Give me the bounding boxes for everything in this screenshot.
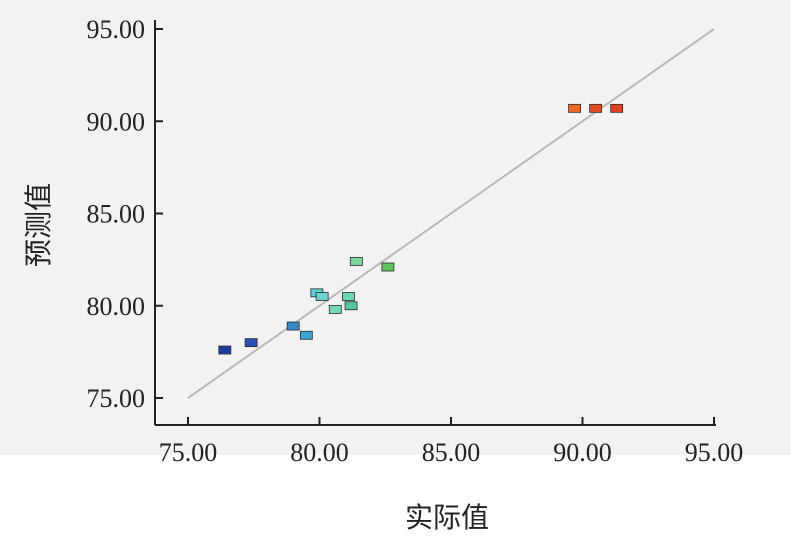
data-point <box>381 262 395 272</box>
data-point <box>328 305 342 314</box>
data-point <box>286 321 300 331</box>
data-points <box>218 103 624 355</box>
data-point <box>218 345 232 355</box>
x-tick-label: 95.00 <box>685 438 744 467</box>
x-tick-label: 80.00 <box>290 438 349 467</box>
data-point <box>244 338 258 348</box>
y-tick-label: 75.00 <box>87 384 146 413</box>
x-axis-title: 实际值 <box>405 501 489 534</box>
data-point <box>349 257 363 266</box>
data-point <box>315 292 329 301</box>
y-axis-title: 预测值 <box>22 183 55 267</box>
data-point <box>568 103 582 113</box>
y-tick-label: 95.00 <box>87 15 146 44</box>
x-tick-label: 90.00 <box>553 438 612 467</box>
y-tick-label: 90.00 <box>87 107 146 136</box>
data-point <box>610 103 624 113</box>
x-tick-label: 85.00 <box>422 438 481 467</box>
data-point <box>589 103 603 113</box>
plot-background <box>0 0 791 455</box>
data-point <box>299 330 313 340</box>
reference-line-group <box>187 28 715 399</box>
x-tick-label: 75.00 <box>159 438 218 467</box>
data-point <box>342 292 355 301</box>
y-tick-label: 85.00 <box>87 200 146 229</box>
y-tick-label: 80.00 <box>87 292 146 321</box>
axes: 75.00 80.00 85.00 90.00 95.00 75.00 80.00 85.00… <box>87 15 744 467</box>
reference-line <box>187 28 715 399</box>
data-point <box>344 301 358 311</box>
